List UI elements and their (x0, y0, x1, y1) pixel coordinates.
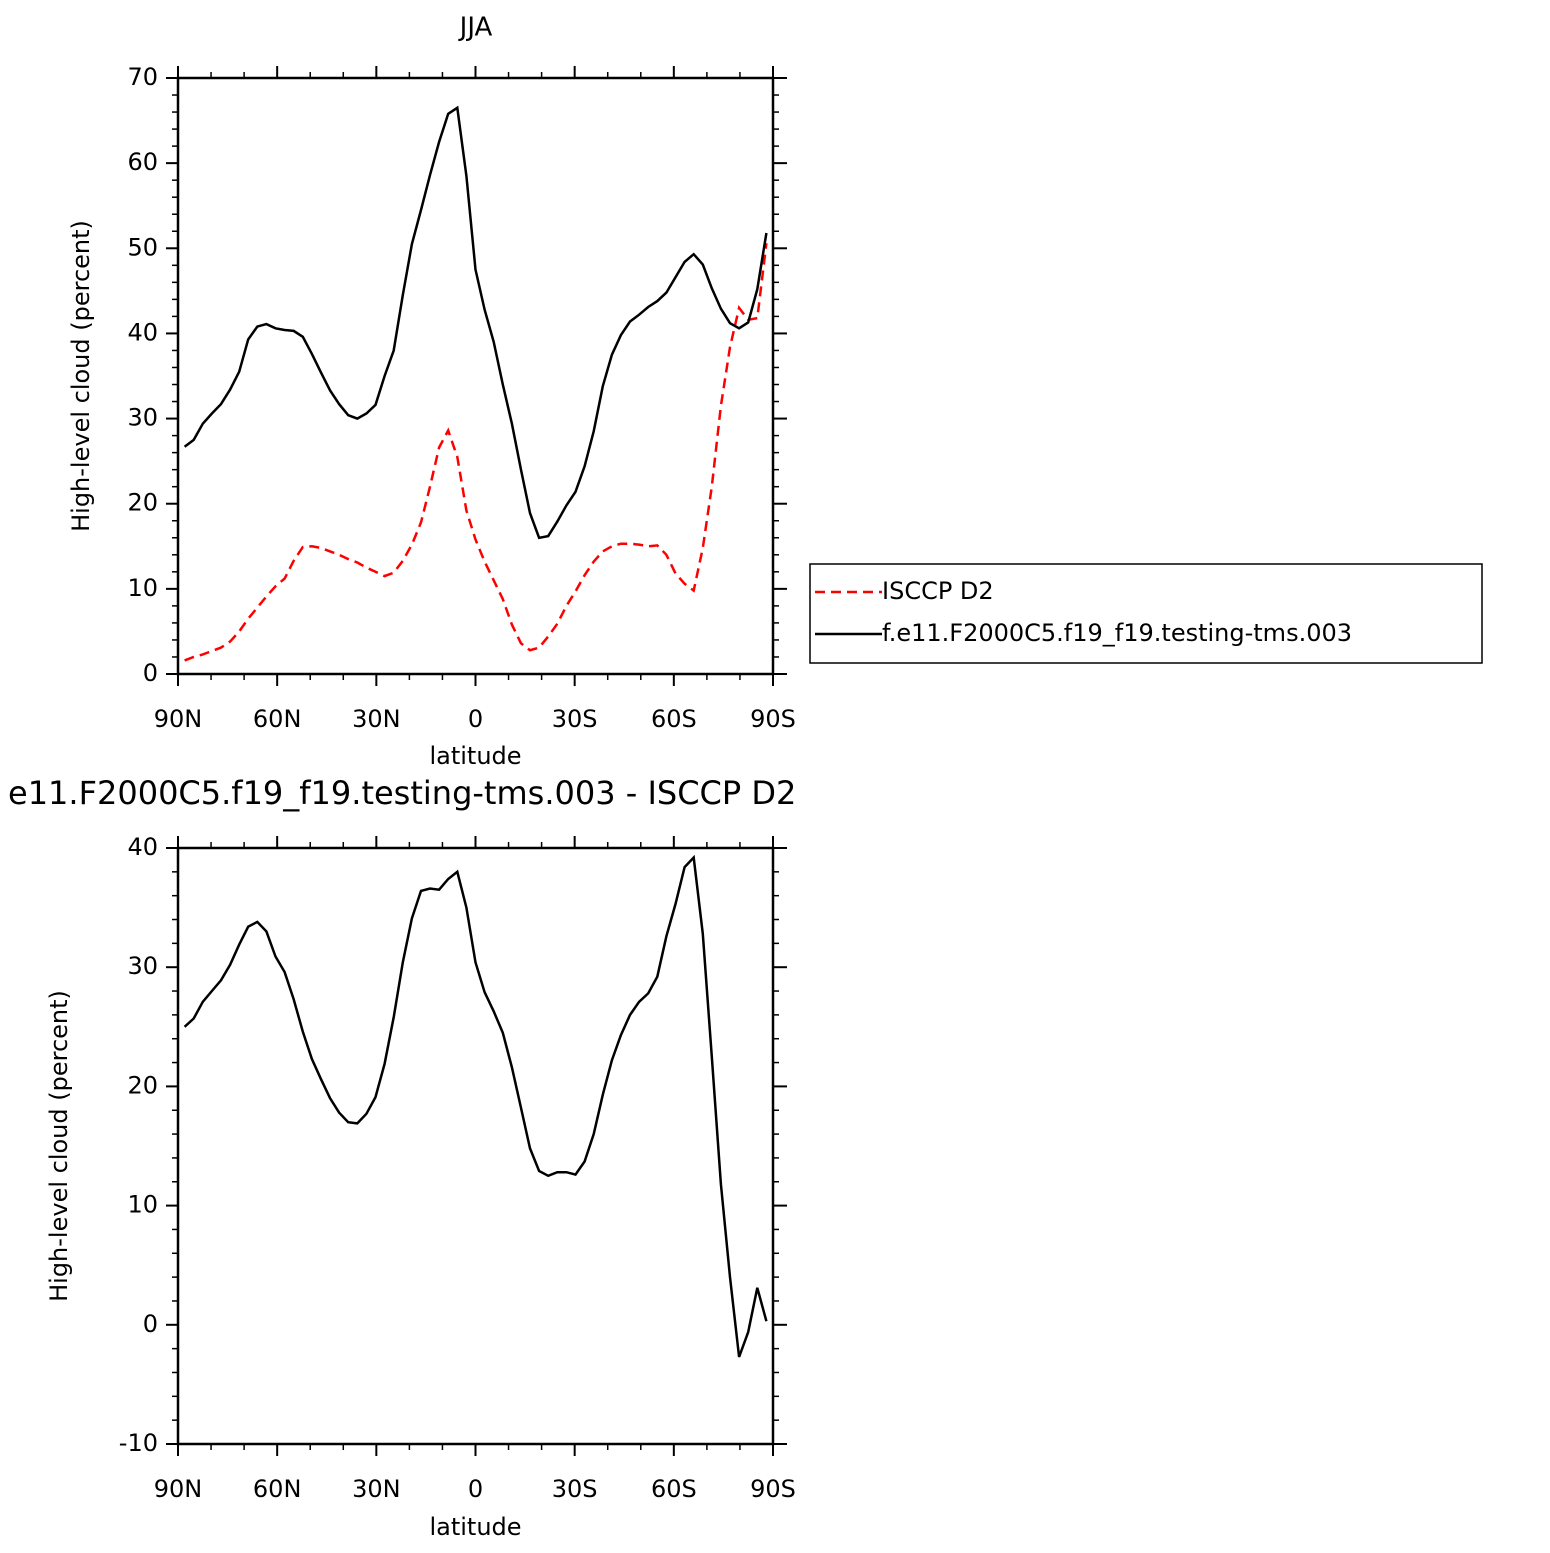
chart-title: e11.F2000C5.f19_f19.testing-tms.003 - IS… (8, 774, 796, 812)
y-tick-label: 10 (127, 574, 158, 602)
chart-title: JJA (458, 13, 493, 43)
y-tick-label: 50 (127, 233, 158, 261)
y-tick-label: 30 (127, 404, 158, 432)
y-tick-label: 60 (127, 148, 158, 176)
y-tick-label: 40 (127, 318, 158, 346)
y-axis-label: High-level cloud (percent) (67, 220, 95, 532)
x-tick-label: 60N (253, 705, 302, 733)
legend-label: f.e11.F2000C5.f19_f19.testing-tms.003 (882, 619, 1352, 647)
x-tick-label: 90N (154, 705, 203, 733)
x-tick-label: 60S (651, 705, 697, 733)
x-tick-label: 30S (552, 1475, 598, 1503)
x-axis-label: latitude (429, 742, 521, 770)
x-tick-label: 0 (468, 705, 483, 733)
y-tick-label: 70 (127, 63, 158, 91)
y-tick-label: -10 (119, 1429, 158, 1457)
x-tick-label: 90S (750, 705, 796, 733)
legend-box (809, 563, 1483, 664)
data-line (183, 105, 768, 540)
y-tick-label: 20 (127, 489, 158, 517)
x-tick-label: 90N (154, 1475, 203, 1503)
x-tick-label: 30S (552, 705, 598, 733)
legend-label: ISCCP D2 (882, 577, 994, 605)
x-tick-label: 90S (750, 1475, 796, 1503)
x-tick-label: 60N (253, 1475, 302, 1503)
x-axis-label: latitude (429, 1513, 521, 1541)
x-tick-label: 0 (468, 1475, 483, 1503)
x-tick-label: 60S (651, 1475, 697, 1503)
y-tick-label: 0 (143, 659, 158, 687)
data-line (183, 854, 768, 1358)
y-tick-label: 30 (127, 952, 158, 980)
x-tick-label: 30N (352, 1475, 401, 1503)
x-tick-label: 30N (352, 705, 401, 733)
y-tick-label: 40 (127, 833, 158, 861)
data-line (184, 243, 768, 662)
y-tick-label: 10 (127, 1191, 158, 1219)
y-tick-label: 0 (143, 1310, 158, 1338)
y-tick-label: 20 (127, 1071, 158, 1099)
y-axis-label: High-level cloud (percent) (45, 990, 73, 1302)
